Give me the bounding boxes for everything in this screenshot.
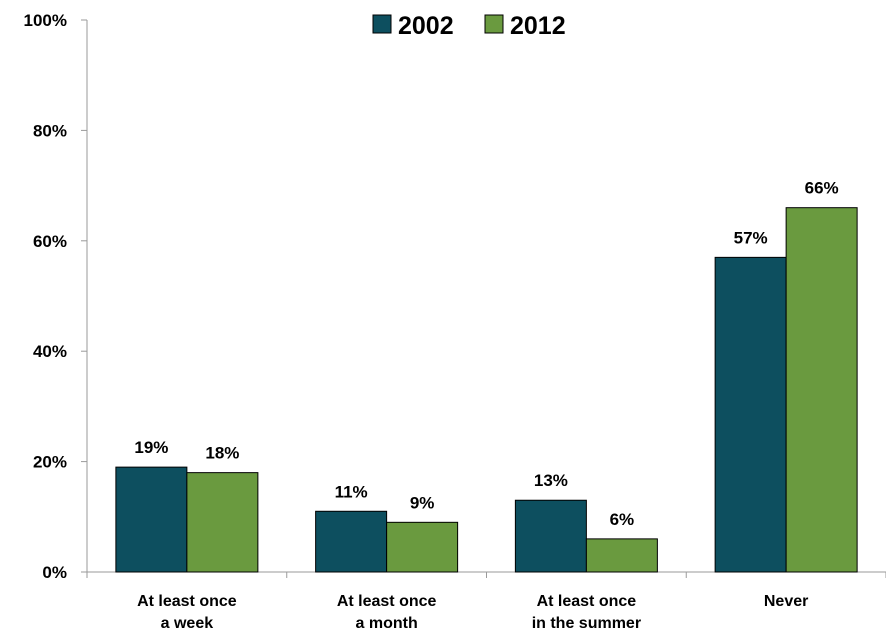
- legend-label-2002: 2002: [398, 12, 454, 40]
- y-tick-label: 100%: [24, 11, 67, 30]
- y-tick-label: 60%: [33, 232, 67, 251]
- legend: 2002 2012: [372, 12, 566, 40]
- y-tick-label: 20%: [33, 453, 67, 472]
- bar-2002-4: [714, 256, 787, 573]
- data-label-2012-4: 66%: [805, 179, 839, 198]
- data-label-2012-2: 9%: [410, 493, 435, 512]
- bar-2012-1: [186, 472, 259, 573]
- x-category-label: At least once a week: [137, 593, 237, 632]
- legend-swatch-2012: [484, 14, 504, 34]
- x-category-label: At least once a month: [337, 593, 437, 632]
- bars: [115, 207, 858, 573]
- bar-2012-3: [585, 538, 658, 573]
- bar-2012-4: [785, 207, 858, 573]
- data-label-2002-3: 13%: [534, 471, 568, 490]
- data-label-2012-3: 6%: [610, 510, 635, 529]
- x-category-label: Never: [764, 593, 808, 610]
- legend-swatch-2002: [372, 14, 392, 34]
- legend-label-2012: 2012: [510, 12, 566, 40]
- bar-2012-2: [386, 521, 459, 573]
- axes: 0% 20% 40% 60% 80% 100% At least once a week At …: [24, 11, 886, 632]
- data-label-2002-4: 57%: [734, 228, 768, 247]
- data-label-2002-2: 11%: [335, 482, 368, 501]
- y-tick-label: 80%: [33, 121, 67, 140]
- y-tick-label: 0%: [42, 563, 67, 582]
- bar-2002-2: [315, 510, 388, 573]
- bar-2002-3: [514, 499, 587, 573]
- data-labels: 19% 18% 11% 9% 13% 6% 57% 66%: [134, 179, 838, 529]
- x-category-label: At least once in the summer: [532, 593, 641, 632]
- data-label-2012-1: 18%: [205, 444, 239, 463]
- data-label-2002-1: 19%: [134, 438, 168, 457]
- y-tick-label: 40%: [33, 342, 67, 361]
- bar-2002-1: [115, 466, 188, 573]
